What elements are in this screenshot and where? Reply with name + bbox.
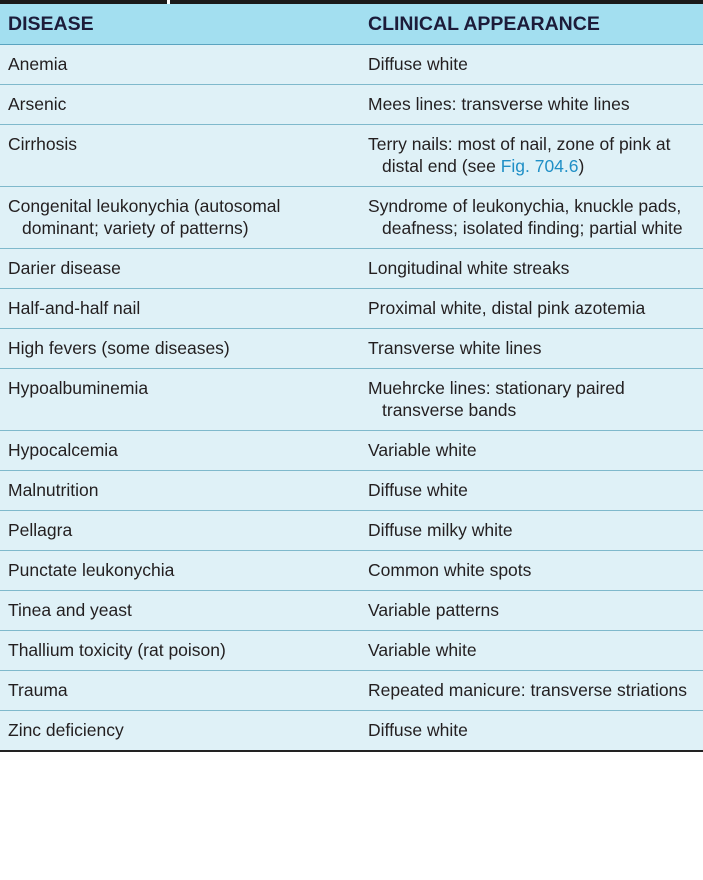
appearance-cell: Diffuse milky white [360, 510, 703, 551]
table-row: Congenital leukonychia (autosomal domina… [0, 186, 703, 249]
appearance-cell: Terry nails: most of nail, zone of pink … [360, 124, 703, 187]
appearance-text: Common white spots [368, 560, 532, 580]
appearance-cell: Mees lines: transverse white lines [360, 84, 703, 125]
disease-text: Arsenic [8, 94, 67, 114]
disease-text: Congenital leukonychia (autosomal domina… [8, 196, 281, 238]
appearance-cell: Diffuse white [360, 470, 703, 511]
appearance-text: Repeated manicure: transverse striations [368, 680, 688, 700]
disease-text: Trauma [8, 680, 68, 700]
top-rule-gap [167, 0, 170, 4]
appearance-text: Variable white [368, 440, 477, 460]
disease-cell: Tinea and yeast [0, 590, 360, 631]
appearance-text: Variable patterns [368, 600, 500, 620]
appearance-text-pre: Terry nails: most of nail, zone of pink … [368, 134, 671, 176]
disease-cell: Zinc deficiency [0, 710, 360, 752]
disease-text: Hypocalcemia [8, 440, 118, 460]
disease-text: High fevers (some diseases) [8, 338, 230, 358]
disease-cell: Thallium toxicity (rat poison) [0, 630, 360, 671]
appearance-text: Terry nails: most of nail, zone of pink … [368, 133, 697, 177]
disease-text: Half-and-half nail [8, 298, 141, 318]
disease-cell: Hypocalcemia [0, 430, 360, 471]
appearance-text: Transverse white lines [368, 338, 542, 358]
header-clinical-appearance: CLINICAL APPEARANCE [360, 4, 703, 45]
disease-text: Darier disease [8, 258, 121, 278]
appearance-text: Diffuse white [368, 54, 468, 74]
appearance-cell: Common white spots [360, 550, 703, 591]
appearance-cell: Syndrome of leukonychia, knuckle pads, d… [360, 186, 703, 249]
disease-text: Thallium toxicity (rat poison) [8, 640, 226, 660]
table-row: Thallium toxicity (rat poison) Variable … [0, 630, 703, 671]
appearance-cell: Variable patterns [360, 590, 703, 631]
appearance-cell: Longitudinal white streaks [360, 248, 703, 289]
table-row: Hypocalcemia Variable white [0, 430, 703, 471]
disease-cell: Cirrhosis [0, 124, 360, 187]
table-row: Punctate leukonychia Common white spots [0, 550, 703, 591]
appearance-cell: Repeated manicure: transverse striations [360, 670, 703, 711]
disease-text: Anemia [8, 54, 68, 74]
header-disease: DISEASE [0, 4, 360, 45]
top-rule-left [0, 0, 167, 4]
appearance-cell: Variable white [360, 430, 703, 471]
leukonychia-table: DISEASE CLINICAL APPEARANCE Anemia Diffu… [0, 4, 703, 752]
appearance-text-post: ) [578, 156, 585, 176]
disease-text: Punctate leukonychia [8, 560, 175, 580]
table-row: Anemia Diffuse white [0, 44, 703, 85]
disease-text: Malnutrition [8, 480, 99, 500]
disease-text: Cirrhosis [8, 134, 78, 154]
appearance-cell: Transverse white lines [360, 328, 703, 369]
table-row: Trauma Repeated manicure: transverse str… [0, 670, 703, 711]
disease-cell: High fevers (some diseases) [0, 328, 360, 369]
disease-cell: Darier disease [0, 248, 360, 289]
table-row: Darier disease Longitudinal white streak… [0, 248, 703, 289]
disease-cell: Pellagra [0, 510, 360, 551]
table-row: Hypoalbuminemia Muehrcke lines: stationa… [0, 368, 703, 431]
table-row: Malnutrition Diffuse white [0, 470, 703, 511]
disease-text: Tinea and yeast [8, 600, 132, 620]
figure-link[interactable]: Fig. 704.6 [500, 156, 579, 176]
appearance-text: Longitudinal white streaks [368, 258, 570, 278]
header-row: DISEASE CLINICAL APPEARANCE [0, 4, 703, 45]
appearance-text: Diffuse white [368, 480, 468, 500]
appearance-text: Mees lines: transverse white lines [368, 94, 630, 114]
table-row: Tinea and yeast Variable patterns [0, 590, 703, 631]
table-row: Half-and-half nail Proximal white, dista… [0, 288, 703, 329]
disease-text: Pellagra [8, 520, 73, 540]
disease-cell: Congenital leukonychia (autosomal domina… [0, 186, 360, 249]
disease-cell: Half-and-half nail [0, 288, 360, 329]
top-rule-right [170, 0, 703, 4]
disease-text: Zinc deficiency [8, 720, 124, 740]
disease-text: Hypoalbuminemia [8, 378, 149, 398]
top-rule [0, 0, 703, 4]
appearance-text: Variable white [368, 640, 477, 660]
disease-cell: Trauma [0, 670, 360, 711]
disease-cell: Anemia [0, 44, 360, 85]
table-row: Zinc deficiency Diffuse white [0, 710, 703, 752]
appearance-text: Diffuse milky white [368, 520, 513, 540]
table-row: High fevers (some diseases) Transverse w… [0, 328, 703, 369]
appearance-text: Proximal white, distal pink azotemia [368, 298, 646, 318]
appearance-text: Diffuse white [368, 720, 468, 740]
disease-cell: Arsenic [0, 84, 360, 125]
appearance-cell: Diffuse white [360, 44, 703, 85]
appearance-cell: Diffuse white [360, 710, 703, 752]
appearance-cell: Muehrcke lines: stationary paired transv… [360, 368, 703, 431]
appearance-cell: Proximal white, distal pink azotemia [360, 288, 703, 329]
table-row: Arsenic Mees lines: transverse white lin… [0, 84, 703, 125]
appearance-cell: Variable white [360, 630, 703, 671]
disease-cell: Hypoalbuminemia [0, 368, 360, 431]
appearance-text: Muehrcke lines: stationary paired transv… [368, 378, 625, 420]
table-row: Cirrhosis Terry nails: most of nail, zon… [0, 124, 703, 187]
disease-cell: Malnutrition [0, 470, 360, 511]
table-row: Pellagra Diffuse milky white [0, 510, 703, 551]
disease-cell: Punctate leukonychia [0, 550, 360, 591]
appearance-text: Syndrome of leukonychia, knuckle pads, d… [368, 196, 683, 238]
